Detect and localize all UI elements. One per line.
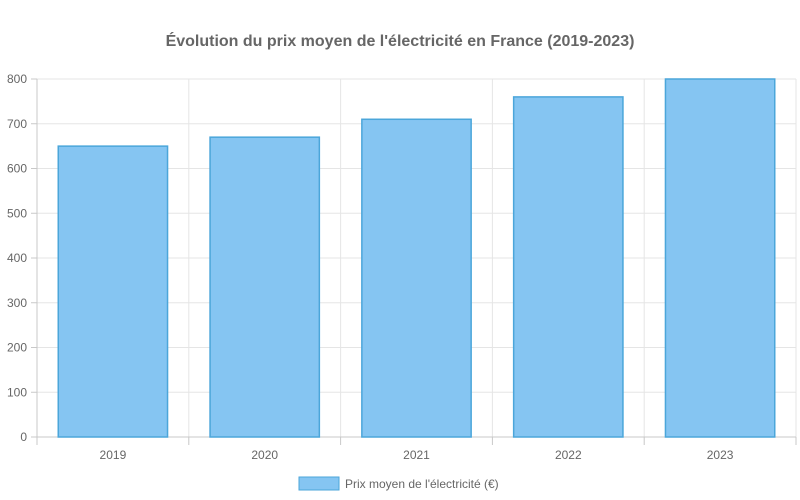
bar-2020[interactable] [209, 136, 321, 438]
x-tick-label: 2022 [555, 448, 582, 462]
chart-title: Évolution du prix moyen de l'électricité… [166, 31, 635, 50]
y-tick-label: 100 [7, 385, 27, 399]
x-axis-ticks: 2019 2020 2021 2022 2023 [36, 437, 797, 462]
y-axis-ticks: 0 100 200 300 400 500 600 700 800 [7, 72, 37, 444]
legend[interactable]: Prix moyen de l'électricité (€) [298, 476, 499, 491]
y-tick-label: 200 [7, 341, 27, 355]
x-tick-label: 2023 [707, 448, 734, 462]
y-tick-label: 400 [7, 251, 27, 265]
x-tick-label: 2019 [100, 448, 127, 462]
bar-2021[interactable] [361, 118, 472, 438]
y-tick-label: 300 [7, 296, 27, 310]
legend-swatch[interactable] [298, 476, 340, 491]
y-tick-label: 700 [7, 117, 27, 131]
y-tick-label: 500 [7, 206, 27, 220]
x-tick-label: 2020 [251, 448, 278, 462]
legend-label[interactable]: Prix moyen de l'électricité (€) [345, 477, 499, 491]
x-tick-label: 2021 [403, 448, 430, 462]
bar-2019[interactable] [57, 145, 169, 438]
y-tick-label: 0 [20, 430, 27, 444]
y-tick-label: 800 [7, 72, 27, 86]
y-tick-label: 600 [7, 162, 27, 176]
bars [57, 78, 776, 438]
bar-2022[interactable] [512, 96, 624, 438]
bar-2023[interactable] [664, 78, 776, 438]
